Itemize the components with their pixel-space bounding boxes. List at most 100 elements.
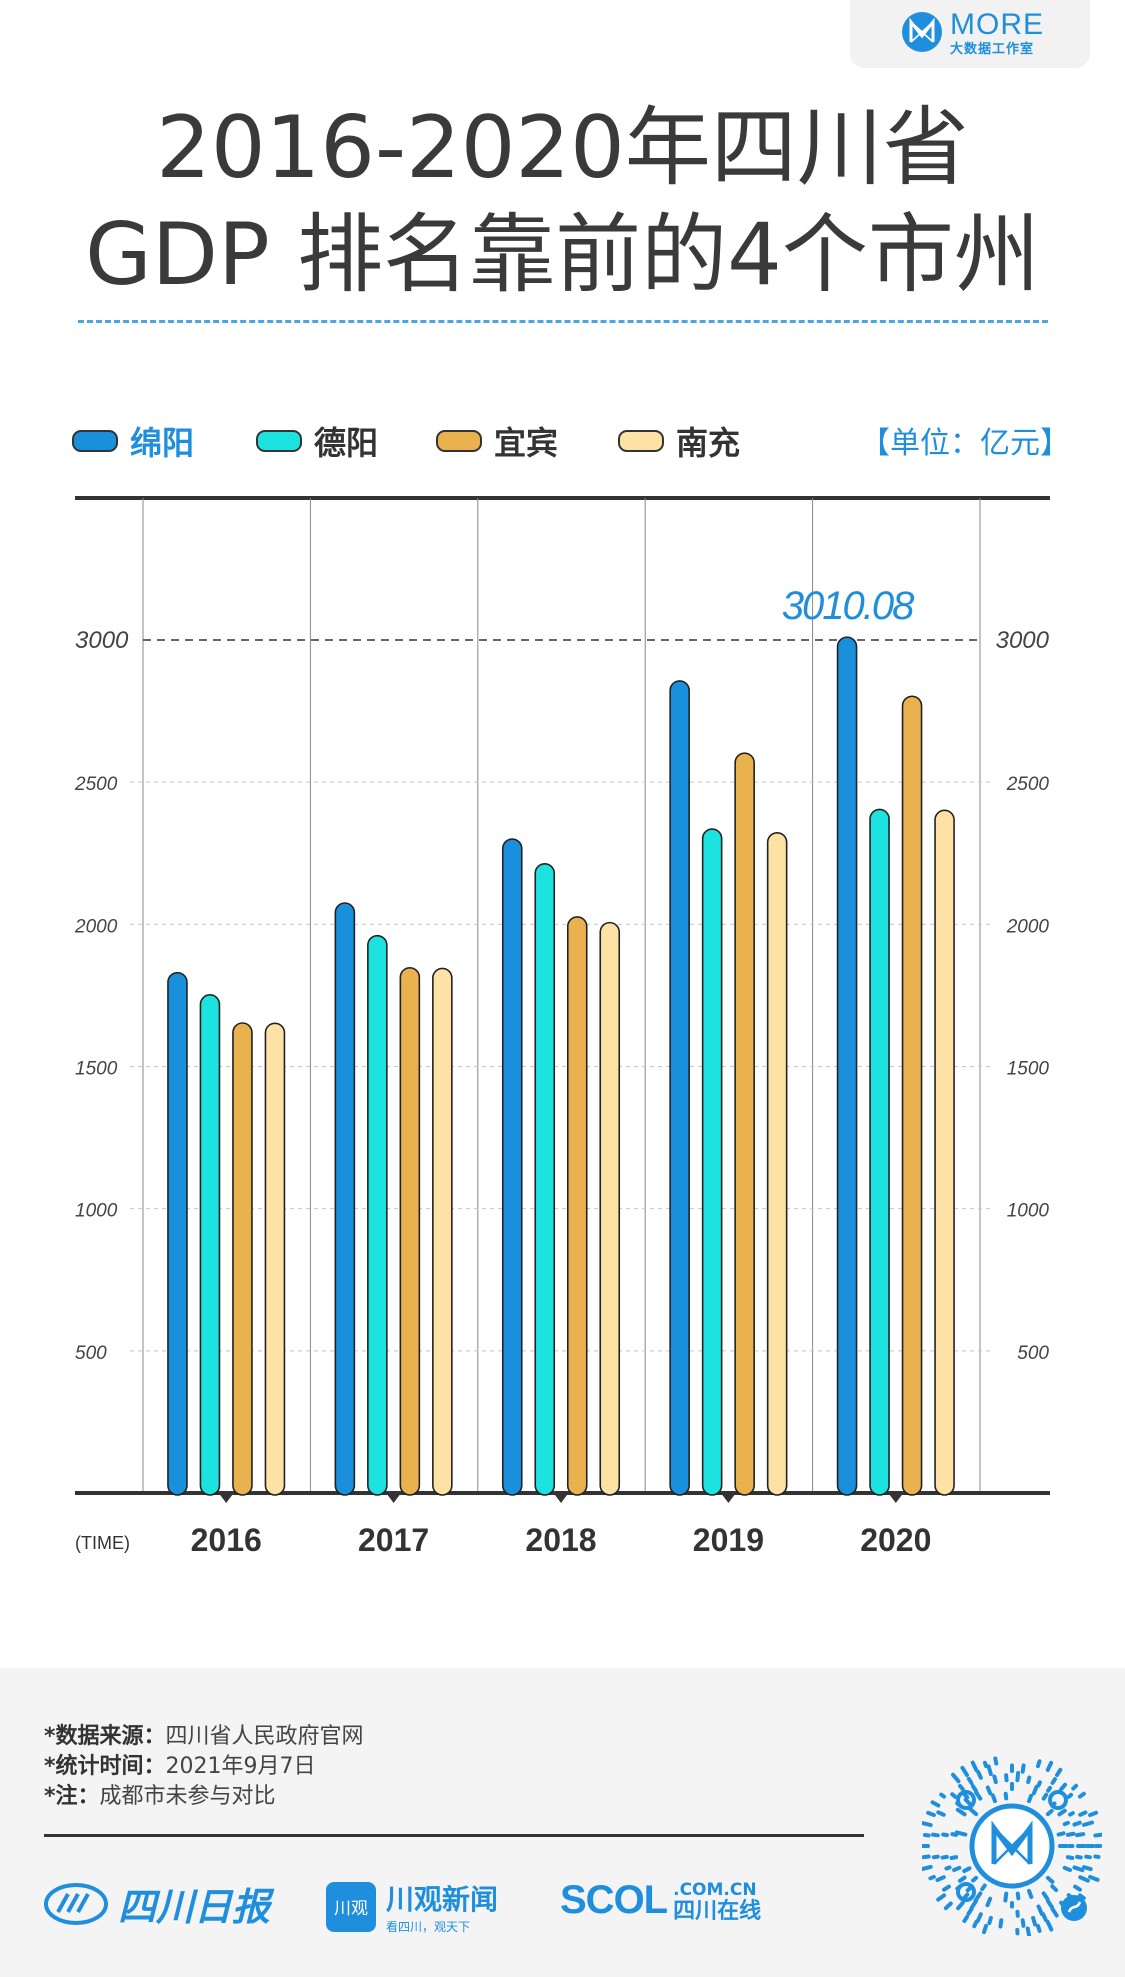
qr-module [936, 1893, 947, 1902]
qr-module [1093, 1832, 1102, 1838]
qr-module [951, 1772, 961, 1784]
scol-domain: .COM.CN [673, 1879, 757, 1900]
qr-module [958, 1783, 965, 1792]
qr-module [974, 1790, 983, 1801]
bar-2016-2 [232, 1022, 253, 1496]
qr-module [985, 1785, 993, 1796]
qr-module [1073, 1884, 1082, 1892]
x-label-2020: 2020 [860, 1522, 931, 1558]
qr-module [1003, 1791, 1009, 1801]
qr-module [1046, 1785, 1053, 1793]
y-tick-left-1000: 1000 [75, 1201, 118, 1222]
bar-2018-1 [534, 862, 556, 1496]
qr-module [926, 1810, 936, 1818]
qr-module [1065, 1855, 1075, 1860]
qr-module [975, 1912, 983, 1924]
bar-2019-3 [766, 831, 788, 1496]
qr-module [990, 1793, 997, 1804]
qr-module [1059, 1782, 1068, 1792]
qr-module [1066, 1792, 1074, 1799]
brand-tab [850, 0, 1090, 68]
y-tick-left-2000: 2000 [74, 916, 118, 937]
qr-module [1062, 1865, 1073, 1873]
qr-module [962, 1866, 972, 1874]
y-tick-right-2000: 2000 [1006, 916, 1050, 937]
bar-2017-1 [367, 934, 388, 1496]
qr-module [1036, 1904, 1044, 1916]
y-tick-left-2500: 2500 [74, 774, 118, 795]
qr-module [1077, 1893, 1086, 1901]
qr-module [1045, 1920, 1054, 1932]
qr-module [1088, 1810, 1099, 1818]
qr-module [1050, 1777, 1057, 1785]
bar-2020-2 [901, 695, 923, 1496]
chuanguan-slogan: 看四川，观天下 [386, 1920, 471, 1934]
brand-subtitle: 大数据工作室 [950, 42, 1035, 57]
qr-module [1081, 1820, 1095, 1827]
qr-module [970, 1760, 979, 1772]
bar-2017-2 [399, 967, 421, 1496]
qr-module [957, 1875, 967, 1883]
scol-name: 四川在线 [673, 1898, 762, 1924]
legend-label-mianyang: 绵阳 [130, 424, 195, 462]
qr-module [969, 1899, 978, 1910]
footer-source-value: 四川省人民政府官网 [165, 1724, 364, 1749]
qr-module [1041, 1912, 1048, 1922]
qr-finder-1 [1048, 1790, 1068, 1810]
qr-module [993, 1756, 999, 1766]
qr-module [1025, 1926, 1032, 1936]
qr-module [1078, 1810, 1088, 1817]
gdp-bar-chart: 500 500 1000 1000 1500 1500 2000 2000 2500 2500 30… [74, 496, 1050, 1558]
qr-module [1015, 1891, 1021, 1901]
qr-module [986, 1764, 993, 1777]
qr-module [949, 1855, 959, 1861]
qr-module [982, 1760, 989, 1769]
qr-module [971, 1875, 979, 1883]
x-label-2016: 2016 [191, 1522, 262, 1558]
y-tick-left-3000: 3000 [75, 627, 129, 654]
sichuan-daily-logo: 四川日报 [44, 1876, 270, 1931]
qr-module [1081, 1865, 1093, 1872]
y-tick-left-500: 500 [75, 1343, 107, 1364]
qr-module [966, 1907, 974, 1916]
qr-module [954, 1830, 968, 1837]
qr-module [1041, 1792, 1049, 1801]
qr-module [962, 1914, 969, 1924]
footer-source: *数据来源：四川省人民政府官网 [44, 1718, 364, 1750]
chuanguan-badge: 川观 [326, 1881, 376, 1932]
qr-code-icon[interactable] [922, 1756, 1102, 1936]
brand-name: MORE [950, 8, 1044, 41]
more-logo-icon [902, 12, 942, 52]
y-tick-right-1500: 1500 [1007, 1059, 1050, 1080]
qr-module [936, 1810, 946, 1817]
qr-module [1071, 1783, 1079, 1791]
qr-module [940, 1854, 949, 1860]
chuanguan-logo: 川观 川观新闻 看四川，观天下 [326, 1878, 498, 1935]
qr-module [1015, 1770, 1021, 1783]
y-tick-left-1500: 1500 [75, 1059, 118, 1080]
y-tick-right-1000: 1000 [1007, 1201, 1050, 1222]
legend-item-deyang: 德阳 [256, 418, 378, 464]
qr-module [1026, 1775, 1032, 1785]
qr-module [1036, 1780, 1042, 1788]
chuanguan-name: 川观新闻 [386, 1883, 499, 1916]
sichuan-daily-icon [44, 1882, 108, 1925]
qr-module [1075, 1832, 1086, 1838]
legend-item-yibin: 宜宾 [436, 418, 558, 464]
qr-module [1050, 1884, 1059, 1893]
qr-module [1057, 1808, 1067, 1817]
page-title-line2: GDP 排名靠前的4个市州 [85, 205, 1040, 305]
qr-finder-0 [956, 1790, 976, 1810]
footer-source-key: *数据来源： [44, 1724, 166, 1749]
qr-module [987, 1915, 993, 1926]
qr-module [962, 1792, 970, 1800]
qr-module [970, 1784, 978, 1793]
bar-2018-2 [566, 916, 588, 1496]
bar-2019-1 [701, 828, 723, 1496]
qr-module [998, 1918, 1004, 1929]
qr-module [960, 1765, 969, 1778]
qr-module [1045, 1875, 1055, 1884]
qr-module [941, 1832, 949, 1838]
qr-module [943, 1901, 953, 1911]
qr-module [931, 1854, 940, 1860]
